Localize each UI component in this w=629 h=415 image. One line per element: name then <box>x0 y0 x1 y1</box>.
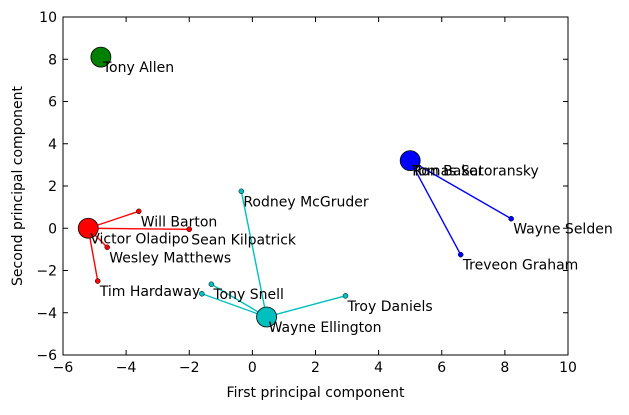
point-label: Tomas Satoransky <box>411 164 539 180</box>
x-tick-label: 2 <box>311 360 320 376</box>
y-axis-title: Second principal component <box>10 86 26 286</box>
cluster-link-line <box>266 295 346 318</box>
member-point <box>508 215 514 222</box>
x-tick-label: 6 <box>437 360 446 376</box>
member-point <box>238 188 245 195</box>
cluster-link-line <box>201 293 267 318</box>
point-label: Tony Snell <box>212 287 284 303</box>
y-tick-label: −2 <box>36 264 57 280</box>
member-point <box>199 290 205 297</box>
point-label: Tim Hardaway <box>99 284 201 300</box>
centroid-point <box>256 306 277 328</box>
y-tick-label: 6 <box>48 95 57 111</box>
point-label: Wesley Matthews <box>109 250 231 266</box>
x-tick-label: −4 <box>116 360 137 376</box>
y-tick-label: 10 <box>39 10 57 26</box>
point-label: Sean Kilpatrick <box>191 232 297 248</box>
member-point <box>342 293 349 299</box>
y-tick-label: 0 <box>48 221 57 237</box>
point-label: Treveon Graham <box>462 258 579 274</box>
x-tick-label: −6 <box>53 360 74 376</box>
point-label: Ron Baker <box>412 164 483 180</box>
point-label: Will Barton <box>141 214 218 230</box>
cluster-link-line <box>210 283 267 318</box>
x-tick-label: −2 <box>179 360 200 376</box>
ticks-layer: −6 −4 −2 0 2 4 6 8 10 −6 −4 −2 0 2 4 6 8 10 <box>36 10 577 376</box>
x-tick-label: 8 <box>500 360 509 376</box>
x-tick-label: 0 <box>248 360 257 376</box>
member-point <box>104 244 110 251</box>
point-label: Victor Oladipo <box>90 231 189 247</box>
x-tick-label: 4 <box>374 360 383 376</box>
member-point <box>94 278 101 284</box>
cluster-link-line <box>88 227 190 231</box>
point-label: Rodney McGruder <box>243 194 369 210</box>
x-tick-label: 10 <box>559 360 577 376</box>
point-label: Wayne Selden <box>513 222 613 238</box>
cluster-link-line <box>409 160 512 220</box>
centroid-point <box>77 217 99 239</box>
point-label: Troy Daniels <box>346 299 432 315</box>
labels-layer: Tony Allen Will Barton Sean Kilpatrick Wesl… <box>90 60 612 336</box>
member-point <box>208 281 215 287</box>
cluster-link-line <box>409 160 462 255</box>
member-point <box>136 208 142 215</box>
centroid-point <box>399 150 421 172</box>
y-tick-label: 4 <box>48 137 57 153</box>
y-tick-label: −6 <box>36 348 57 364</box>
marks-layer <box>77 46 514 328</box>
member-point <box>457 251 464 258</box>
centroid-point <box>90 46 112 68</box>
y-tick-label: 2 <box>48 179 57 195</box>
member-point <box>186 226 192 233</box>
point-label: Wayne Ellington <box>269 320 382 336</box>
y-tick-label: −4 <box>36 306 57 322</box>
cluster-link-line <box>240 191 268 318</box>
point-label: Tony Allen <box>102 60 174 76</box>
y-tick-label: 8 <box>48 52 57 68</box>
x-axis-title: First principal component <box>227 385 405 401</box>
